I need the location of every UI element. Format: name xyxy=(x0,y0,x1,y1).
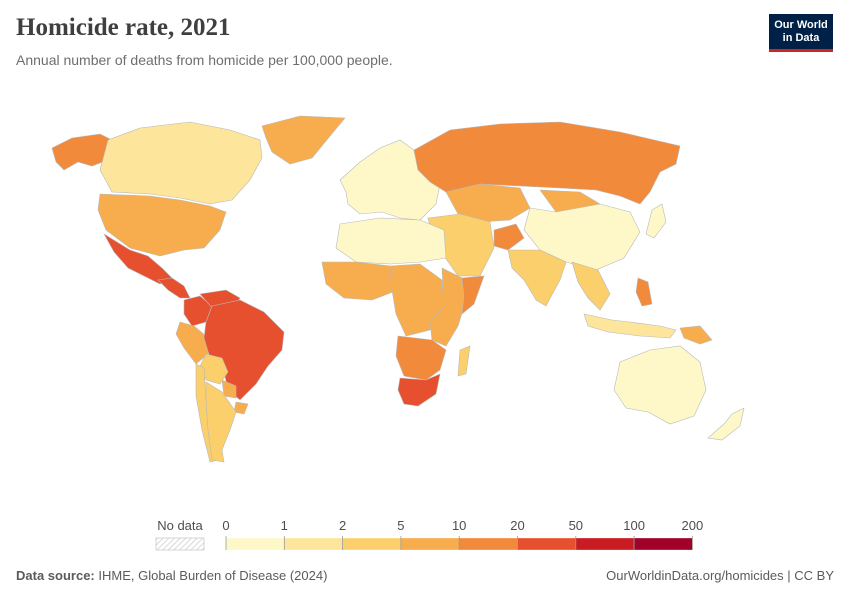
legend-tick-label: 50 xyxy=(569,518,583,533)
legend-tick-label: 2 xyxy=(339,518,346,533)
region-india[interactable] xyxy=(507,249,567,307)
region-greenland[interactable] xyxy=(261,115,346,165)
legend-tick-label: 200 xyxy=(682,518,704,533)
region-australia[interactable] xyxy=(613,345,707,425)
legend-tick-label: 10 xyxy=(452,518,466,533)
region-philippines[interactable] xyxy=(635,277,653,307)
region-uruguay[interactable] xyxy=(233,401,249,415)
owid-logo[interactable]: Our World in Data xyxy=(769,14,833,52)
region-afghanistan[interactable] xyxy=(493,223,525,251)
color-legend: No data 0 1 2 5 10 20 50 100 200 xyxy=(0,514,850,554)
legend-bin-1-2[interactable] xyxy=(284,537,343,551)
legend-no-data-label: No data xyxy=(157,518,203,533)
region-central-africa[interactable] xyxy=(389,263,445,337)
region-argentina[interactable] xyxy=(205,381,237,463)
region-madagascar[interactable] xyxy=(457,345,471,377)
region-alaska[interactable] xyxy=(51,133,113,171)
legend-bin-10-20[interactable] xyxy=(459,537,518,551)
legend-bin-0-1[interactable] xyxy=(225,537,285,551)
region-north-africa[interactable] xyxy=(335,217,447,265)
data-source-label: Data source: xyxy=(16,568,95,583)
region-europe[interactable] xyxy=(339,139,441,221)
region-papua-new-guinea[interactable] xyxy=(679,325,713,345)
world-map xyxy=(51,115,745,463)
legend-bin-50-100[interactable] xyxy=(575,537,635,551)
legend-no-data-swatch[interactable] xyxy=(155,537,205,551)
legend-bin-2-5[interactable] xyxy=(342,537,402,551)
region-southern-africa[interactable] xyxy=(395,335,447,381)
legend-tick-label: 20 xyxy=(510,518,524,533)
region-south-africa[interactable] xyxy=(397,373,441,407)
region-paraguay[interactable] xyxy=(221,379,237,399)
legend-bin-5-10[interactable] xyxy=(400,537,460,551)
region-peru[interactable] xyxy=(175,321,209,365)
chart-subtitle: Annual number of deaths from homicide pe… xyxy=(16,52,393,68)
legend-tick-label: 0 xyxy=(222,518,229,533)
legend-scale: No data 0 1 2 5 10 20 50 100 200 xyxy=(155,518,704,551)
legend-tick-label: 100 xyxy=(623,518,645,533)
logo-line-1: Our World xyxy=(774,19,828,31)
data-source-text: IHME, Global Burden of Disease (2024) xyxy=(94,568,328,583)
region-japan[interactable] xyxy=(645,203,667,239)
region-united-states[interactable] xyxy=(97,193,227,257)
legend-tick-label: 1 xyxy=(281,518,288,533)
source-url-license[interactable]: OurWorldinData.org/homicides | CC BY xyxy=(606,568,834,583)
region-southeast-asia[interactable] xyxy=(571,261,611,311)
region-west-africa[interactable] xyxy=(321,261,399,301)
chart-title: Homicide rate, 2021 xyxy=(16,14,231,41)
region-indonesia[interactable] xyxy=(583,313,677,339)
region-china[interactable] xyxy=(523,203,641,271)
region-central-america[interactable] xyxy=(157,277,191,299)
region-new-zealand[interactable] xyxy=(707,407,745,441)
legend-bin-100-200[interactable] xyxy=(633,537,693,551)
legend-bin-20-50[interactable] xyxy=(517,537,576,551)
region-canada[interactable] xyxy=(99,121,263,205)
region-brazil[interactable] xyxy=(203,299,285,401)
logo-line-2: in Data xyxy=(782,32,820,44)
legend-tick-label: 5 xyxy=(397,518,404,533)
region-somalia[interactable] xyxy=(461,275,485,315)
data-source: Data source: IHME, Global Burden of Dise… xyxy=(16,568,327,583)
